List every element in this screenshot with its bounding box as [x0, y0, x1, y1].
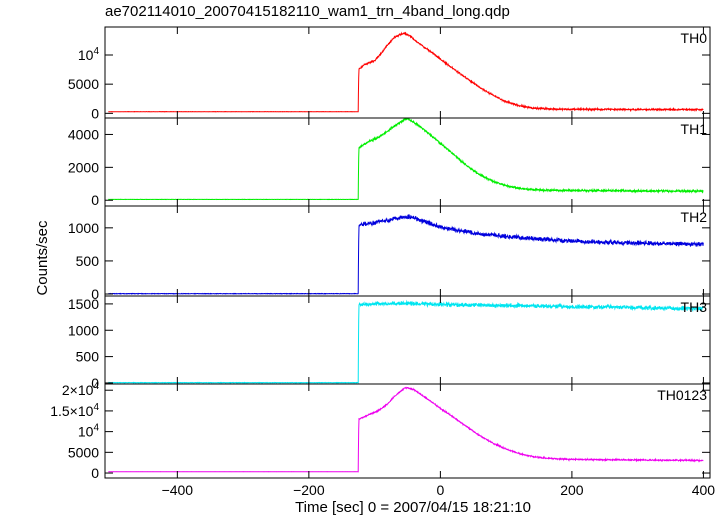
panel-th2: 0 500 1000 TH2 — [68, 205, 711, 302]
y-tick-label: 1000 — [68, 220, 99, 236]
y-tick-label: 1000 — [68, 322, 99, 338]
light-curve-th0123 — [108, 386, 704, 473]
panel-th1: 0 2000 4000 TH1 — [68, 117, 711, 208]
panel-frame — [104, 383, 711, 479]
y-axis-title: Counts/sec — [34, 220, 51, 296]
panel-frame — [104, 295, 711, 385]
y-tick-label: 0 — [91, 375, 99, 391]
y-tick-label: 5000 — [68, 444, 99, 460]
y-tick-label: 4000 — [68, 126, 99, 142]
chart-title: ae702114010_20070415182110_wam1_trn_4ban… — [105, 3, 510, 20]
y-tick-label: 2×104 — [62, 381, 100, 398]
panel-th0: 0 5000 104 TH0 — [68, 26, 711, 121]
y-tick-label: 1.5×104 — [50, 402, 99, 419]
x-tick-label: −200 — [293, 482, 325, 498]
x-axis-title: Time [sec] 0 = 2007/04/15 18:21:10 — [295, 499, 531, 516]
light-curve-th3 — [108, 299, 704, 384]
panel-label: TH2 — [681, 209, 708, 225]
light-curve-th0 — [108, 31, 704, 113]
y-tick-label: 0 — [91, 286, 99, 302]
y-tick-label: 0 — [91, 105, 99, 121]
y-tick-label: 0 — [91, 465, 99, 481]
panel-th3: 0 500 1000 1500 TH3 — [68, 295, 711, 391]
y-tick-label: 104 — [78, 46, 100, 63]
light-curve-th2 — [108, 214, 704, 295]
x-tick-label: 0 — [436, 482, 444, 498]
panel-label: TH3 — [681, 299, 708, 315]
panel-frame — [104, 26, 711, 119]
panel-frame — [104, 205, 711, 297]
y-tick-label: 500 — [76, 253, 100, 269]
y-tick-label: 5000 — [68, 76, 99, 92]
y-tick-label: 500 — [76, 349, 100, 365]
panel-label: TH0 — [681, 30, 708, 46]
y-tick-label: 0 — [91, 192, 99, 208]
y-tick-label: 1500 — [68, 296, 99, 312]
panel-label: TH1 — [681, 121, 708, 137]
panel-th0123: 0 5000 104 1.5×104 2×104 TH0123 — [50, 381, 711, 481]
y-tick-label: 104 — [78, 423, 100, 440]
y-tick-label: 2000 — [68, 159, 99, 175]
x-tick-label: 400 — [692, 482, 716, 498]
x-tick-label: 200 — [560, 482, 584, 498]
x-tick-label: −400 — [162, 482, 194, 498]
light-curve-th1 — [108, 117, 704, 201]
panel-label: TH0123 — [657, 387, 707, 403]
panel-frame — [104, 117, 711, 207]
